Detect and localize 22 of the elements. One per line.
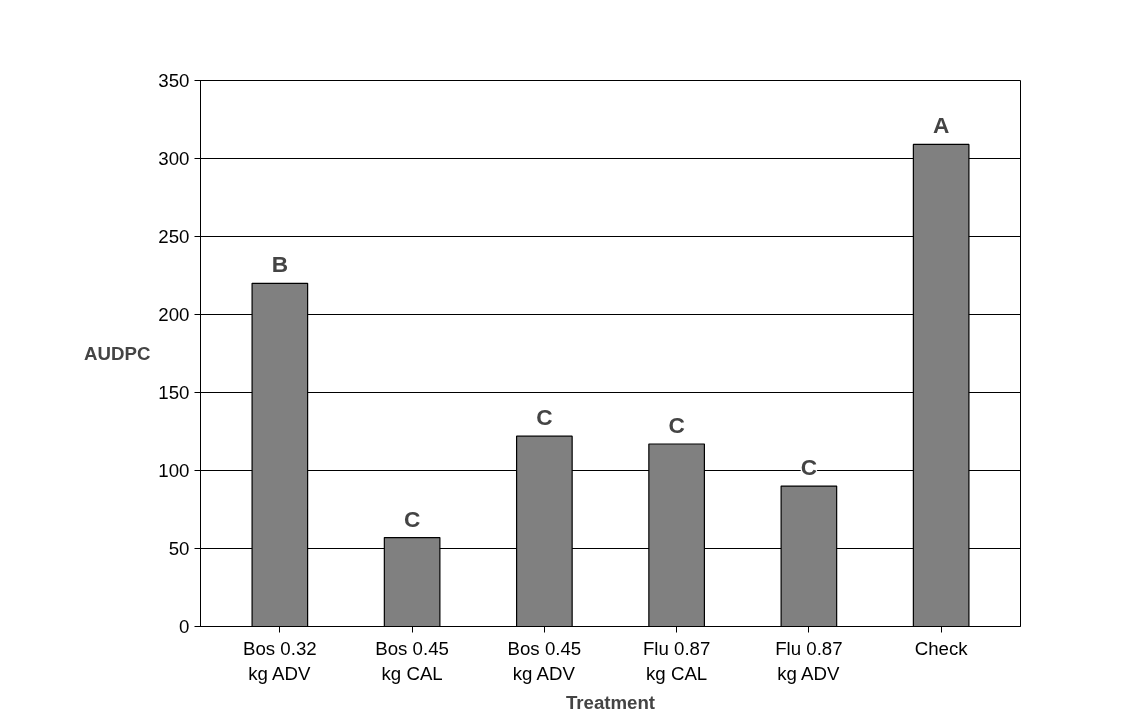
x-tick-label: Check xyxy=(914,637,969,659)
data-label: A xyxy=(932,112,950,139)
x-tick-label: Bos 0.45 kg CAL xyxy=(375,637,449,684)
x-tick-label: Bos 0.32 kg ADV xyxy=(243,637,317,684)
data-label: C xyxy=(668,411,685,438)
y-tick-label: 300 xyxy=(158,148,190,169)
y-tick-label: 200 xyxy=(158,304,190,325)
data-label: C xyxy=(536,404,553,431)
x-tick-label: Flu 0.87 kg CAL xyxy=(642,637,711,684)
y-axis-title: AUDPC xyxy=(84,343,151,364)
data-label: C xyxy=(403,505,421,532)
x-tick-label: Bos 0.45 kg ADV xyxy=(507,637,582,684)
y-tick-label: 350 xyxy=(158,70,190,91)
x-axis-title: Treatment xyxy=(565,691,656,713)
y-tick-label: 0 xyxy=(179,616,190,637)
y-tick-label: 150 xyxy=(158,382,190,403)
data-label: B xyxy=(271,251,289,278)
y-tick-label: 50 xyxy=(168,538,190,559)
y-tick-label: 100 xyxy=(158,460,190,481)
x-tick-label: Flu 0.87 kg ADV xyxy=(775,637,843,684)
y-tick-label: 250 xyxy=(158,226,190,247)
data-label: C xyxy=(800,454,818,481)
